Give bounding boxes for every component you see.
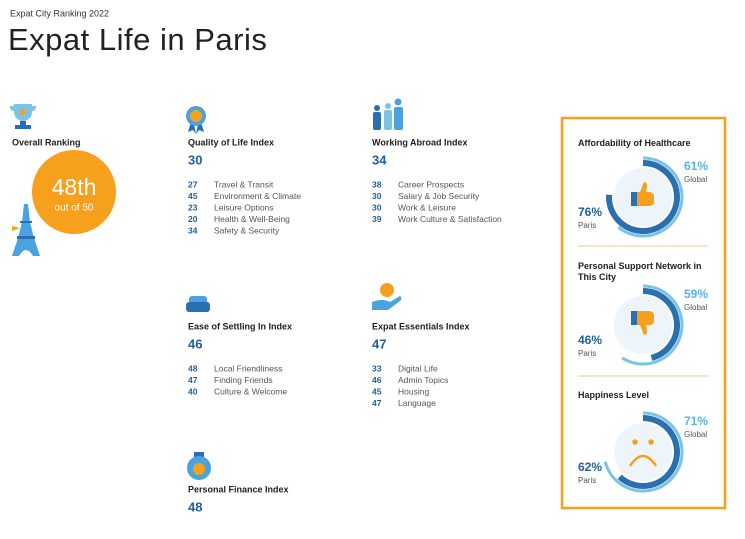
- index-score: 34: [372, 152, 387, 167]
- kicker: Expat City Ranking 2022: [10, 8, 109, 18]
- global-label: Global: [684, 175, 707, 184]
- paris-arc: [606, 160, 680, 234]
- item-label: Leisure Options: [214, 202, 274, 212]
- item-label: Housing: [398, 386, 429, 396]
- item-score: 33: [372, 363, 382, 373]
- item-label: Career Prospects: [398, 179, 464, 189]
- rank-badge: [32, 150, 116, 234]
- item-label: Work & Leisure: [398, 202, 456, 212]
- thumbs-down-icon: [631, 311, 654, 335]
- item-score: 39: [372, 214, 382, 224]
- panel-border: [560, 116, 727, 510]
- global-value: 71%: [684, 414, 708, 428]
- item-label: Finding Friends: [214, 375, 273, 385]
- item-label: Language: [398, 398, 436, 408]
- index-title: Quality of Life Index: [188, 137, 274, 147]
- item-score: 48: [188, 363, 198, 373]
- global-arc: [621, 284, 684, 366]
- item-label: Local Friendliness: [214, 363, 283, 373]
- page-title: Expat Life in Paris: [8, 22, 267, 57]
- item-score: 27: [188, 179, 198, 189]
- paris-label: Paris: [578, 349, 596, 358]
- item-label: Culture & Welcome: [214, 386, 287, 396]
- item-score: 47: [372, 398, 382, 408]
- sofa-icon: [186, 296, 210, 312]
- index-title: Expat Essentials Index: [372, 321, 470, 331]
- item-score: 45: [188, 191, 198, 201]
- global-arc: [617, 156, 684, 238]
- global-label: Global: [684, 303, 707, 312]
- overall-title: Overall Ranking: [12, 137, 81, 147]
- eiffel-icon: [12, 204, 40, 256]
- trophy-icon: [10, 104, 36, 129]
- paris-value: 76%: [578, 205, 602, 219]
- item-score: 34: [188, 225, 198, 235]
- item-label: Salary & Job Security: [398, 191, 480, 201]
- index-score: 30: [188, 152, 202, 167]
- index-title: Personal Finance Index: [188, 484, 289, 494]
- rank-subtitle: out of 50: [55, 203, 94, 214]
- item-label: Health & Well-Being: [214, 214, 290, 224]
- item-score: 47: [188, 375, 198, 385]
- global-arc: [603, 411, 684, 493]
- item-label: Environment & Climate: [214, 191, 301, 201]
- paris-label: Paris: [578, 476, 596, 485]
- rosette-icon: [186, 106, 206, 134]
- paris-label: Paris: [578, 221, 596, 230]
- item-score: 23: [188, 202, 198, 212]
- paris-value: 62%: [578, 460, 602, 474]
- item-score: 30: [372, 191, 382, 201]
- item-label: Work Culture & Satisfaction: [398, 214, 502, 224]
- panel-title: Happiness Level: [578, 390, 650, 400]
- paris-arc: [617, 415, 680, 489]
- global-value: 61%: [684, 159, 708, 173]
- item-score: 38: [372, 179, 382, 189]
- moneybag-icon: [187, 452, 211, 480]
- item-score: 40: [188, 386, 198, 396]
- index-score: 46: [188, 336, 202, 351]
- sad-face-icon: [628, 439, 658, 467]
- item-score: 30: [372, 202, 382, 212]
- panel-title: Affordability of Healthcare: [578, 138, 691, 148]
- ring-disk: [614, 423, 672, 481]
- index-score: 47: [372, 336, 386, 351]
- item-label: Admin Topics: [398, 375, 448, 385]
- index-score: 48: [188, 499, 202, 514]
- paris-value: 46%: [578, 333, 602, 347]
- paris-arc: [642, 288, 680, 361]
- rank: 48th: [52, 174, 97, 200]
- item-label: Travel & Transit: [214, 179, 274, 189]
- global-value: 59%: [684, 287, 708, 301]
- item-score: 45: [372, 386, 382, 396]
- thumbs-up-icon: [631, 182, 654, 206]
- index-title: Working Abroad Index: [372, 137, 468, 147]
- hand-icon: [372, 283, 402, 310]
- global-label: Global: [684, 430, 707, 439]
- item-label: Safety & Security: [214, 225, 280, 235]
- index-title: Ease of Settling In Index: [188, 321, 292, 331]
- item-score: 20: [188, 214, 198, 224]
- people-icon: [373, 98, 403, 130]
- item-label: Digital Life: [398, 363, 438, 373]
- panel-title: Personal Support Network in This City: [578, 261, 702, 282]
- item-score: 46: [372, 375, 382, 385]
